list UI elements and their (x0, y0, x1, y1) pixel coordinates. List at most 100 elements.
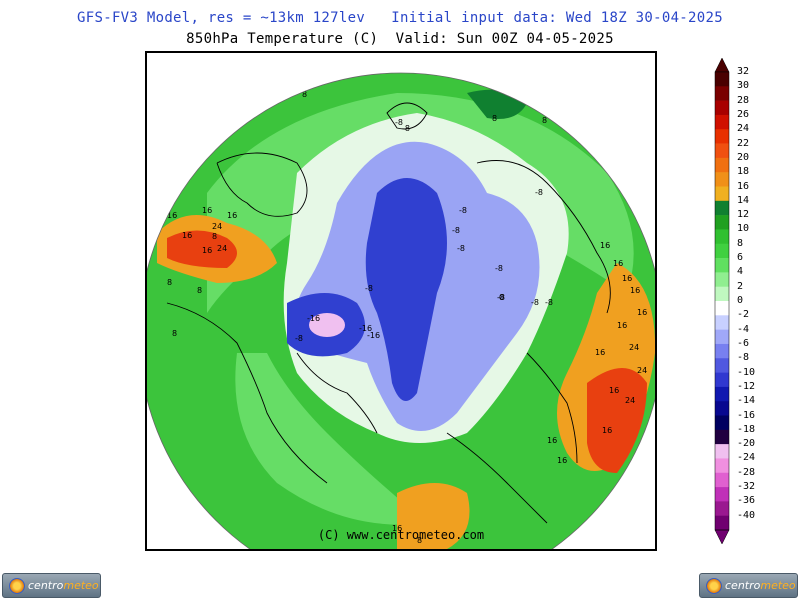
logo-icon (9, 578, 25, 594)
colorbar-swatch (715, 258, 729, 273)
colorbar-swatch (715, 472, 729, 488)
temperature-label: 8 (417, 536, 422, 545)
colorbar-label: -12 (737, 380, 756, 392)
temperature-label: 16 (227, 211, 237, 220)
colorbar-label: -32 (737, 481, 756, 493)
colorbar-label: 14 (737, 194, 750, 206)
colorbar-bottom-arrow (714, 529, 730, 544)
colorbar-swatch (715, 172, 729, 187)
colorbar-swatch (715, 301, 729, 316)
logo-text: centrometeo (725, 579, 796, 592)
temperature-label: -8 (457, 244, 465, 253)
field-title: 850hPa Temperature (C) Valid: Sun 00Z 04… (186, 31, 614, 47)
hot-core-west (167, 230, 237, 268)
temperature-label: 24 (625, 396, 635, 405)
colorbar-label: -18 (737, 423, 756, 435)
colorbar-label: -36 (737, 495, 756, 507)
temperature-label: -8 (495, 264, 503, 273)
temperature-label: -16 (359, 324, 372, 333)
temperature-label: -8 (395, 118, 403, 127)
colorbar-swatch (715, 372, 729, 388)
temperature-colorbar (714, 58, 730, 544)
logo-icon (706, 578, 722, 594)
temperature-label: 16 (547, 436, 557, 445)
temperature-label: 16 (630, 286, 640, 295)
colorbar-swatch (715, 243, 729, 259)
colorbar-label: -6 (737, 337, 750, 349)
colorbar-label: 32 (737, 66, 750, 77)
colorbar-swatch (715, 186, 729, 202)
colorbar-label: 24 (737, 123, 750, 135)
colorbar-swatch (715, 429, 729, 445)
temperature-label: 24 (212, 222, 222, 231)
temperature-label: 8 (167, 278, 172, 287)
coldest-pocket (309, 313, 345, 337)
warm-region-south (397, 483, 470, 549)
temperature-label: -8 (531, 298, 539, 307)
temperature-label: 8 (542, 116, 547, 125)
colorbar-swatch (715, 114, 729, 130)
temperature-label: 16 (202, 246, 212, 255)
temperature-label: 16 (617, 321, 627, 330)
temperature-label: 8 (302, 90, 307, 99)
temperature-label: 16 (392, 524, 402, 533)
temperature-label: -8 (545, 298, 553, 307)
colorbar-swatch (715, 386, 729, 402)
temperature-label: 16 (602, 426, 612, 435)
colorbar-label: 20 (737, 151, 750, 163)
colorbar-swatch (715, 72, 729, 87)
temperature-label: 16 (622, 274, 632, 283)
temperature-label: 16 (613, 259, 623, 268)
colorbar-label: 6 (737, 252, 744, 264)
temperature-label: 24 (637, 366, 647, 375)
colorbar-swatch (715, 343, 729, 359)
colorbar-label: -10 (737, 366, 756, 378)
colorbar-swatch (715, 444, 729, 459)
temperature-label: -8 (535, 188, 543, 197)
colorbar-swatch (715, 129, 729, 144)
colorbar-swatch (715, 272, 729, 287)
temperature-label: -16 (307, 314, 320, 323)
colorbar-top-arrow (714, 58, 730, 73)
colorbar-label: -24 (737, 452, 756, 464)
colorbar-label: 8 (737, 237, 744, 249)
colorbar-swatch (715, 86, 729, 101)
colorbar-label: 0 (737, 295, 744, 306)
temperature-label: 0 (499, 293, 504, 302)
colorbar-swatch (715, 200, 729, 216)
colorbar-label: -14 (737, 395, 756, 407)
hot-core-east (587, 368, 647, 473)
centrometeo-logo-left[interactable]: centrometeo (2, 573, 101, 598)
copyright-text: (C) www.centrometeo.com (317, 528, 485, 542)
colorbar-label: 10 (737, 223, 750, 235)
colorbar-swatch (715, 415, 729, 431)
temperature-label: 16 (595, 348, 605, 357)
colorbar-swatch (715, 401, 729, 416)
colorbar-swatch (715, 329, 729, 345)
colorbar-label: -28 (737, 466, 756, 478)
colorbar-label: -40 (737, 509, 756, 521)
colorbar-label: -2 (737, 309, 750, 321)
temperature-label: 16 (202, 206, 212, 215)
colorbar-swatch (715, 358, 729, 373)
logo-text: centrometeo (28, 579, 99, 592)
colorbar-label: 2 (737, 280, 744, 292)
colorbar-label: -20 (737, 438, 756, 450)
centrometeo-logo-right[interactable]: centrometeo (699, 573, 798, 598)
temperature-label: -8 (402, 124, 410, 133)
colorbar-swatch (715, 100, 729, 116)
north-america-band (235, 353, 427, 525)
colorbar-label: -16 (737, 409, 756, 421)
colorbar-label: 22 (737, 137, 750, 149)
coastlines (166, 102, 611, 524)
temperature-label: -8 (459, 206, 467, 215)
colorbar-label: 30 (737, 80, 750, 92)
temperature-label: 16 (557, 456, 567, 465)
temperature-label: 16 (609, 386, 619, 395)
temperature-label: -8 (497, 293, 505, 302)
temperature-label: -8 (295, 334, 303, 343)
colorbar-label: 4 (737, 266, 744, 278)
temperature-label: 16 (637, 308, 647, 317)
